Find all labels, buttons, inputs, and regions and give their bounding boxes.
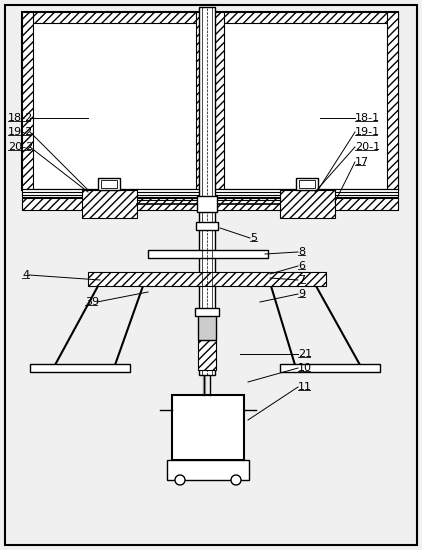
Text: 9: 9	[298, 289, 305, 299]
Bar	[30, 364, 130, 372]
Bar	[148, 250, 268, 258]
Bar	[213, 12, 398, 23]
Text: 5: 5	[250, 233, 257, 243]
Bar	[82, 190, 137, 218]
Text: 39: 39	[85, 297, 99, 307]
Text: 8: 8	[298, 247, 305, 257]
Bar	[197, 196, 217, 212]
Bar	[101, 180, 117, 188]
Text: 17: 17	[355, 157, 369, 167]
Bar	[387, 12, 398, 190]
Text: 11: 11	[298, 382, 312, 392]
Bar	[213, 12, 224, 190]
Bar	[88, 272, 326, 286]
Text: 20-2: 20-2	[8, 142, 33, 152]
Text: 18-2: 18-2	[8, 113, 33, 123]
Bar	[198, 310, 216, 340]
Text: 6: 6	[298, 261, 305, 271]
Bar	[172, 395, 244, 460]
Bar	[22, 198, 398, 210]
Bar	[22, 12, 207, 23]
Bar	[195, 308, 219, 316]
Bar	[199, 7, 215, 375]
Bar	[299, 180, 315, 188]
Text: 19-1: 19-1	[355, 127, 380, 137]
Bar	[98, 178, 120, 190]
Bar	[280, 364, 380, 372]
Circle shape	[175, 475, 185, 485]
Text: 10: 10	[298, 363, 312, 373]
Bar	[196, 222, 218, 230]
Bar	[213, 12, 398, 190]
Text: 21: 21	[298, 349, 312, 359]
Text: 19-2: 19-2	[8, 127, 33, 137]
Bar	[198, 340, 216, 370]
Bar	[22, 12, 207, 190]
Bar	[167, 460, 249, 480]
Circle shape	[231, 475, 241, 485]
Bar	[22, 189, 398, 197]
Bar	[196, 12, 207, 190]
Bar	[280, 190, 335, 218]
Text: 4: 4	[22, 270, 29, 280]
Text: 18-1: 18-1	[355, 113, 380, 123]
Text: 20-1: 20-1	[355, 142, 380, 152]
Text: 7: 7	[298, 275, 305, 285]
Bar	[22, 12, 33, 190]
Bar	[296, 178, 318, 190]
